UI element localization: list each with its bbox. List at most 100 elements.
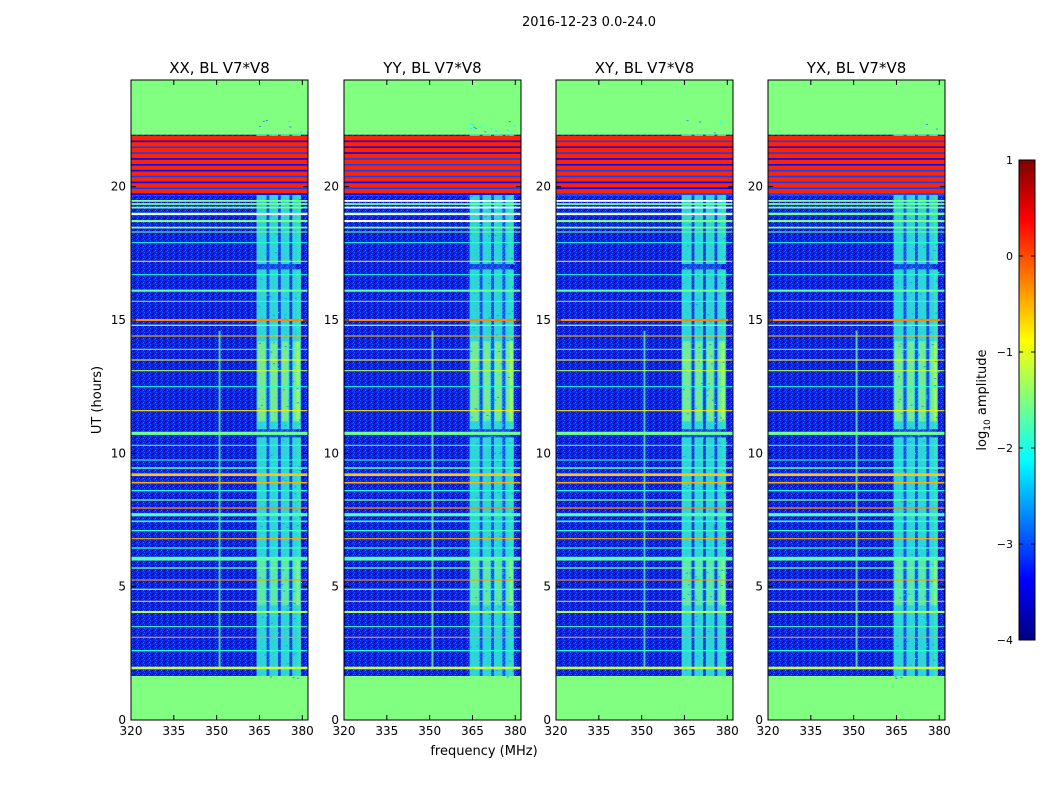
noise-speckle bbox=[699, 121, 702, 123]
noise-speckle bbox=[923, 417, 926, 419]
colorbar-tick-label: 1 bbox=[1006, 154, 1013, 167]
noise-speckle bbox=[275, 456, 278, 458]
noise-speckle bbox=[926, 646, 929, 648]
rfi-core bbox=[682, 560, 691, 606]
noise-speckle bbox=[498, 569, 501, 571]
rfi-core bbox=[270, 560, 278, 606]
time-band bbox=[556, 242, 733, 244]
noise-speckle bbox=[683, 495, 686, 497]
noise-speckle bbox=[258, 624, 261, 626]
time-band bbox=[131, 556, 308, 561]
noise-speckle bbox=[265, 615, 268, 617]
strong-rfi-stripe bbox=[344, 193, 521, 195]
time-band bbox=[131, 467, 308, 469]
noise-speckle bbox=[508, 356, 511, 358]
time-band bbox=[768, 636, 945, 638]
noise-speckle bbox=[935, 128, 938, 130]
noise-speckle bbox=[498, 326, 501, 328]
noise-speckle bbox=[274, 654, 277, 656]
noise-speckle bbox=[935, 312, 938, 314]
colorbar-label: log10 amplitude bbox=[975, 349, 993, 450]
noise-speckle bbox=[286, 574, 289, 576]
strong-rfi-stripe bbox=[344, 140, 521, 143]
noise-speckle bbox=[922, 229, 925, 231]
noise-speckle bbox=[700, 237, 703, 239]
noise-speckle bbox=[507, 376, 510, 378]
noise-speckle bbox=[691, 215, 694, 217]
colorbar-ticks: −4 −3 −2 −1 0 1 bbox=[997, 154, 1035, 647]
noise-speckle bbox=[923, 616, 926, 618]
noise-speckle bbox=[925, 550, 928, 552]
noise-speckle bbox=[288, 211, 291, 213]
x-axis-label: frequency (MHz) bbox=[430, 744, 537, 759]
noise-speckle bbox=[713, 132, 716, 134]
y-tick-label: 15 bbox=[748, 313, 763, 327]
noise-speckle bbox=[282, 523, 285, 525]
noise-speckle bbox=[717, 534, 720, 536]
noise-speckle bbox=[287, 400, 290, 402]
time-band bbox=[556, 274, 733, 276]
noise-speckle bbox=[497, 492, 500, 494]
noise-speckle bbox=[257, 629, 260, 631]
noise-speckle bbox=[270, 351, 273, 353]
time-band bbox=[131, 226, 308, 229]
rfi-core bbox=[894, 341, 903, 422]
noise-speckle bbox=[275, 233, 278, 235]
noise-speckle bbox=[299, 292, 302, 294]
rfi-core bbox=[918, 560, 926, 606]
strong-rfi-stripe bbox=[768, 146, 945, 148]
noise-speckle bbox=[297, 500, 300, 502]
noise-speckle bbox=[708, 283, 711, 285]
noise-speckle bbox=[487, 262, 490, 264]
time-band bbox=[131, 547, 308, 549]
panel-title: XX, BL V7*V8 bbox=[169, 59, 270, 77]
noise-speckle bbox=[511, 310, 514, 312]
strong-rfi-stripe bbox=[344, 181, 521, 184]
noise-speckle bbox=[484, 216, 487, 218]
noise-speckle bbox=[687, 245, 690, 247]
noise-speckle bbox=[488, 419, 491, 421]
noise-speckle bbox=[498, 268, 501, 270]
noise-speckle bbox=[269, 627, 272, 629]
noise-speckle bbox=[921, 405, 924, 407]
x-tick-label: 320 bbox=[757, 724, 780, 738]
time-band bbox=[344, 530, 521, 532]
noise-speckle bbox=[717, 222, 720, 224]
noise-speckle bbox=[924, 316, 927, 318]
noise-speckle bbox=[281, 478, 284, 480]
noise-speckle bbox=[501, 586, 504, 588]
axes-frame bbox=[130, 79, 309, 721]
noise-speckle bbox=[471, 620, 474, 622]
noise-speckle bbox=[937, 478, 940, 480]
noise-speckle bbox=[723, 470, 726, 472]
noise-speckle bbox=[710, 326, 713, 328]
time-band bbox=[131, 359, 308, 361]
time-band bbox=[344, 431, 521, 435]
noise-speckle bbox=[686, 413, 689, 415]
noise-speckle bbox=[724, 209, 727, 211]
time-band bbox=[344, 359, 521, 361]
noise-speckle bbox=[276, 615, 279, 617]
noise-speckle bbox=[706, 395, 709, 397]
noise-speckle bbox=[718, 632, 721, 634]
noise-speckle bbox=[924, 452, 927, 454]
time-band bbox=[768, 556, 945, 561]
noise-speckle bbox=[701, 518, 704, 520]
time-band bbox=[131, 459, 308, 461]
strong-rfi-stripe bbox=[556, 152, 733, 154]
rfi-core bbox=[907, 341, 915, 422]
noise-speckle bbox=[286, 526, 289, 528]
noise-speckle bbox=[687, 398, 690, 400]
noise-speckle bbox=[475, 368, 478, 370]
noise-speckle bbox=[921, 309, 924, 311]
colorbar-tick-label: −4 bbox=[997, 634, 1013, 647]
time-band bbox=[556, 431, 733, 435]
noise-speckle bbox=[723, 492, 726, 494]
strong-rfi-stripe bbox=[768, 158, 945, 160]
noise-speckle bbox=[694, 388, 697, 390]
noise-speckle bbox=[895, 257, 898, 259]
rfi-core bbox=[494, 341, 502, 422]
noise-speckle bbox=[507, 134, 510, 136]
noise-speckle bbox=[483, 329, 486, 331]
rfi-column bbox=[505, 134, 514, 264]
